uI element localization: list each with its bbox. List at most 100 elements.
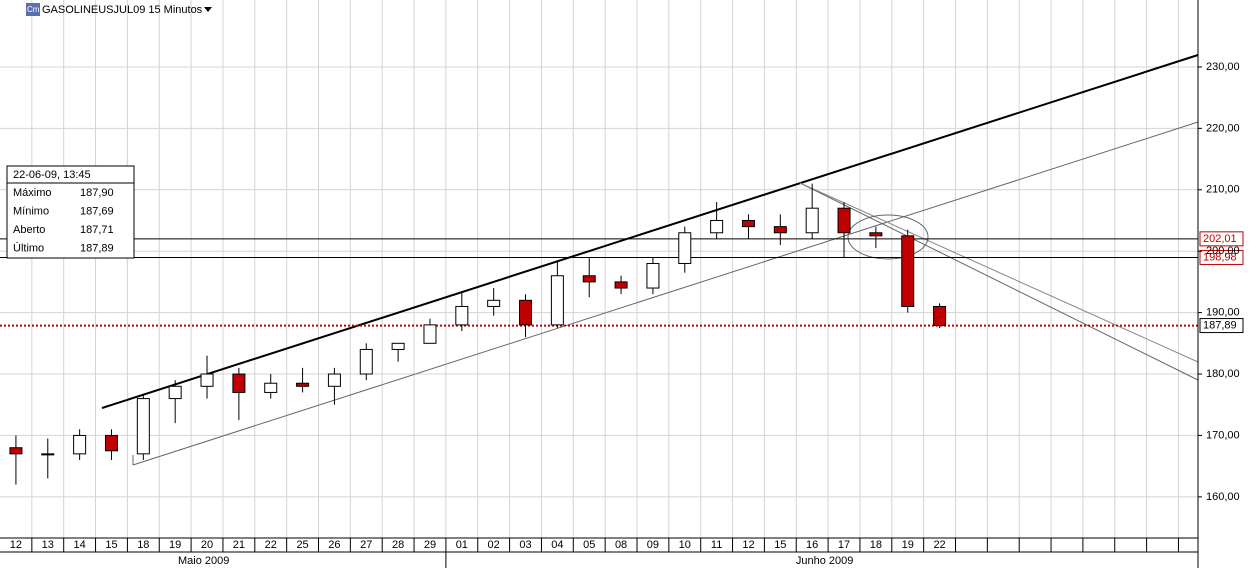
trend-line [132, 121, 1199, 466]
candle-body [837, 207, 851, 234]
candle-body [41, 453, 55, 456]
x-tick-label: 20 [201, 539, 213, 551]
trend-line [799, 182, 1199, 363]
info-value: 187,89 [80, 242, 114, 254]
y-tick-label: 200,00 [1206, 245, 1240, 257]
chart-title: GASOLINEUSJUL09 15 Minutos [42, 4, 203, 16]
candle-body [73, 434, 87, 455]
info-label: Mínimo [13, 205, 49, 217]
x-tick-label: 09 [647, 539, 659, 551]
level-label: 187,89 [1203, 319, 1237, 331]
x-tick-label: 27 [360, 539, 372, 551]
symbol-icon [26, 3, 40, 16]
month-label: Maio 2009 [178, 555, 229, 567]
y-tick-label: 190,00 [1206, 307, 1240, 319]
x-tick-label: 14 [74, 539, 86, 551]
info-label: Último [13, 241, 44, 254]
x-tick-label: 13 [42, 539, 54, 551]
info-value: 187,90 [80, 187, 114, 199]
x-tick-label: 15 [774, 539, 786, 551]
candle-body [773, 226, 787, 234]
x-tick-label: 22 [933, 539, 945, 551]
x-tick-label: 12 [742, 539, 754, 551]
highlight-ellipse [847, 214, 929, 260]
levels: 202,01 198,98 187,89 [0, 231, 1244, 334]
candle-body [391, 342, 405, 350]
x-tick-label: 22 [265, 539, 277, 551]
y-tick-label: 230,00 [1206, 61, 1240, 73]
axes: 160,00 170,00 180,00 190,00 200,00 210,00 220,… [10, 61, 1240, 568]
candle-body [741, 219, 755, 228]
y-tick-label: 220,00 [1206, 122, 1240, 134]
x-tick-label: 21 [233, 539, 245, 551]
candle-body [487, 299, 501, 307]
x-tick-label: 26 [328, 539, 340, 551]
x-tick-label: 15 [105, 539, 117, 551]
candle-body [519, 299, 533, 326]
level-label-box [1199, 318, 1244, 334]
level-label: 202,01 [1203, 233, 1237, 245]
y-tick-label: 210,00 [1206, 184, 1240, 196]
candle-body [710, 219, 724, 234]
info-box [6, 165, 135, 259]
x-tick-label: 04 [551, 539, 563, 551]
x-tick-label: 19 [902, 539, 914, 551]
candle-body [646, 262, 660, 289]
x-tick-label: 12 [10, 539, 22, 551]
info-value: 187,69 [80, 205, 114, 217]
candle-body [550, 275, 564, 326]
candle-body [104, 434, 118, 452]
candle-body [327, 373, 341, 387]
level-label-box [1199, 231, 1244, 247]
y-tick-label: 170,00 [1206, 429, 1240, 441]
x-tick-label: 18 [870, 539, 882, 551]
dropdown-arrow[interactable] [204, 7, 212, 12]
x-tick-label: 10 [679, 539, 691, 551]
x-tick-label: 19 [169, 539, 181, 551]
x-tick-label: 01 [456, 539, 468, 551]
trend-lines [101, 54, 1199, 466]
candle-body [296, 382, 310, 387]
candle-body [869, 232, 883, 237]
x-tick-label: 02 [488, 539, 500, 551]
level-label: 198,98 [1203, 251, 1237, 263]
x-tick-label: 08 [615, 539, 627, 551]
candle-body [232, 373, 246, 393]
level-label-box [1199, 249, 1244, 265]
candle-body [455, 305, 469, 326]
icon-text: Cm [27, 5, 40, 14]
candle-body [805, 207, 819, 234]
trend-line [101, 54, 1199, 409]
y-tick-label: 180,00 [1206, 368, 1240, 380]
x-tick-label: 16 [806, 539, 818, 551]
info-panel: 22-06-09, 13:45 Máximo 187,90 Mínimo 187,69… [6, 165, 135, 259]
month-label: Junho 2009 [796, 555, 854, 567]
info-datetime: 22-06-09, 13:45 [13, 169, 91, 181]
candle-body [9, 447, 23, 455]
candle-body [264, 382, 278, 393]
candle-body [359, 348, 373, 375]
candle-body [136, 398, 150, 455]
grid [0, 0, 1198, 538]
x-tick-label: 18 [137, 539, 149, 551]
candle-body [423, 324, 437, 344]
info-label: Aberto [13, 224, 45, 236]
trend-line [799, 182, 1199, 381]
info-label: Máximo [13, 187, 52, 199]
candle-body [614, 281, 628, 289]
y-tick-label: 160,00 [1206, 491, 1240, 503]
x-tick-label: 28 [392, 539, 404, 551]
candle-body [168, 385, 182, 400]
x-tick-label: 11 [711, 539, 722, 551]
candle-body [678, 232, 692, 264]
candle-body [933, 305, 947, 327]
candle-body [582, 275, 596, 283]
x-tick-label: 29 [424, 539, 436, 551]
x-tick-label: 17 [838, 539, 850, 551]
candles [9, 183, 947, 485]
info-value: 187,71 [80, 224, 114, 236]
x-tick-label: 05 [583, 539, 595, 551]
candle-body [901, 235, 915, 307]
x-tick-label: 03 [519, 539, 531, 551]
